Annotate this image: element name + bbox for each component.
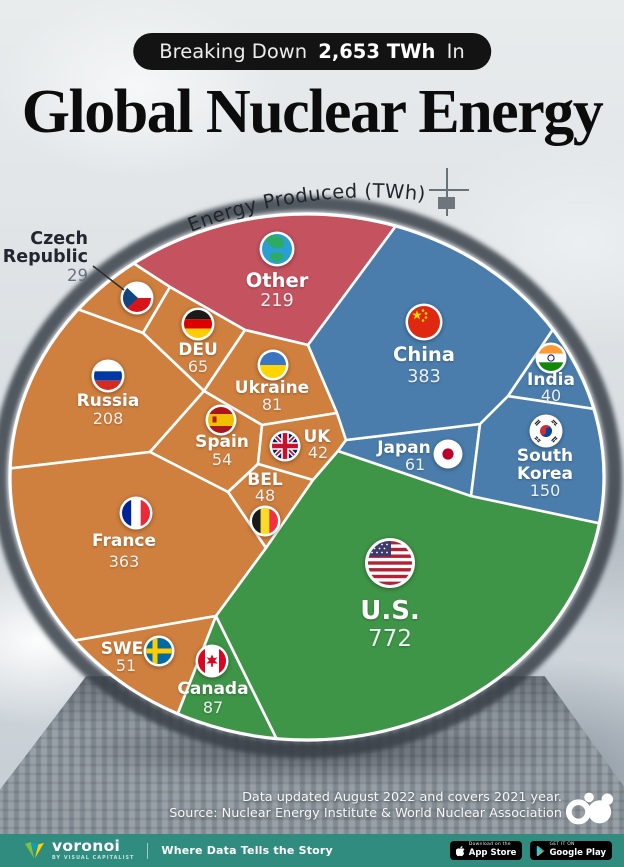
flag-france-icon bbox=[119, 496, 153, 530]
brand-subtitle: BY VISUAL CAPITALIST bbox=[52, 855, 135, 861]
flag-us-icon bbox=[365, 538, 415, 588]
label-bel: BEL bbox=[247, 470, 283, 490]
value-canada: 87 bbox=[203, 698, 223, 717]
google-play-icon bbox=[537, 845, 545, 856]
label-ukraine: Ukraine bbox=[235, 378, 309, 398]
visual-capitalist-logo-icon bbox=[564, 787, 616, 833]
flag-germany-icon bbox=[181, 307, 215, 341]
badge-prefix: Breaking Down bbox=[159, 40, 308, 63]
chart-outline bbox=[8, 212, 606, 742]
app-store-badge[interactable]: Download on the App Store bbox=[449, 841, 523, 860]
value-south-korea: 150 bbox=[530, 481, 561, 500]
label-deu: DEU bbox=[178, 340, 218, 360]
czech-republic-callout: Czech Republic 29 bbox=[3, 229, 125, 291]
source-note: Data updated August 2022 and covers 2021… bbox=[169, 790, 562, 821]
callout-value: 29 bbox=[67, 266, 88, 285]
flag-spain-icon bbox=[205, 404, 237, 436]
label-japan: Japan bbox=[376, 438, 431, 458]
bar-divider bbox=[147, 842, 149, 859]
label-other: Other bbox=[246, 269, 309, 292]
page-title: Global Nuclear Energy bbox=[21, 78, 604, 146]
flag-uk-icon bbox=[269, 430, 301, 462]
badge-value: 2,653 TWh bbox=[318, 40, 436, 63]
value-us: 772 bbox=[368, 626, 412, 652]
google-play-label: Google Play bbox=[549, 848, 606, 859]
label-russia: Russia bbox=[77, 391, 140, 411]
callout-name-line1: Czech bbox=[30, 229, 88, 249]
flag-canada-icon bbox=[195, 644, 229, 678]
value-ukraine: 81 bbox=[262, 395, 282, 414]
app-store-kicker: Download on the bbox=[468, 842, 511, 848]
value-china: 383 bbox=[407, 367, 440, 387]
flag-china-icon bbox=[405, 303, 443, 341]
flag-russia-icon bbox=[91, 359, 125, 393]
callout-name-line2: Republic bbox=[3, 247, 88, 267]
source-note-line1: Data updated August 2022 and covers 2021… bbox=[242, 790, 562, 805]
label-canada: Canada bbox=[177, 679, 248, 699]
flag-sweden-icon bbox=[143, 635, 175, 667]
globe-icon bbox=[259, 231, 295, 267]
label-china: China bbox=[393, 343, 455, 366]
value-swe: 51 bbox=[116, 656, 136, 675]
value-bel: 48 bbox=[255, 486, 275, 505]
tagline: Where Data Tells the Story bbox=[161, 844, 333, 857]
crane-structure bbox=[429, 168, 469, 216]
value-deu: 65 bbox=[188, 357, 208, 376]
label-us: U.S. bbox=[360, 596, 420, 626]
label-uk: UK bbox=[304, 427, 332, 447]
value-spain: 54 bbox=[212, 450, 232, 469]
header-badge: Breaking Down 2,653 TWh In bbox=[133, 33, 491, 70]
google-play-badge[interactable]: GET IT ON Google Play bbox=[530, 841, 612, 860]
brand-bar: voronoi BY VISUAL CAPITALIST Where Data … bbox=[0, 834, 624, 867]
label-swe: SWE bbox=[101, 639, 144, 659]
flag-czech-republic-icon bbox=[120, 281, 154, 315]
flag-south-korea-icon bbox=[529, 414, 563, 448]
value-india: 40 bbox=[541, 386, 561, 405]
voronoi-logo-icon bbox=[25, 841, 44, 859]
badge-suffix: In bbox=[446, 40, 465, 63]
brand-name: voronoi bbox=[52, 837, 121, 856]
google-play-kicker: GET IT ON bbox=[549, 842, 575, 848]
flag-india-icon bbox=[535, 342, 567, 374]
value-japan: 61 bbox=[405, 455, 425, 474]
flag-japan-icon bbox=[433, 439, 463, 469]
value-uk: 42 bbox=[308, 443, 328, 462]
label-india: India bbox=[527, 370, 575, 390]
label-south-korea-line2: Korea bbox=[517, 464, 573, 484]
cell-labels: Other 219 China 383 India 40 South Korea… bbox=[77, 269, 575, 717]
flag-ukraine-icon bbox=[257, 349, 289, 381]
source-note-line2: Source: Nuclear Energy Institute & World… bbox=[169, 805, 562, 821]
value-france: 363 bbox=[109, 552, 140, 571]
value-russia: 208 bbox=[93, 409, 124, 428]
value-other: 219 bbox=[260, 291, 293, 311]
label-spain: Spain bbox=[195, 432, 249, 452]
flag-belgium-icon bbox=[249, 505, 281, 537]
app-store-label: App Store bbox=[468, 848, 517, 859]
label-south-korea-line1: South bbox=[517, 446, 573, 466]
label-france: France bbox=[92, 531, 156, 551]
apple-icon bbox=[455, 845, 465, 856]
